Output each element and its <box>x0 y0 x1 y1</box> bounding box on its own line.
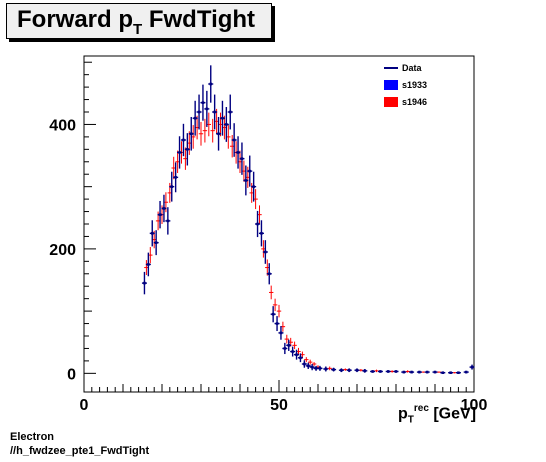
data-point-marker <box>449 371 452 375</box>
data-point-marker <box>470 365 474 369</box>
data-point-marker <box>182 138 185 142</box>
title-subscript: T <box>133 21 143 38</box>
data-point-marker <box>193 116 197 120</box>
data-point-marker <box>318 367 322 370</box>
x-axis-label-unit: [GeV] <box>428 405 477 423</box>
data-point-marker <box>410 370 413 374</box>
data-point-marker <box>394 370 398 373</box>
data-point-marker <box>174 176 177 179</box>
data-point-marker <box>248 169 252 173</box>
x-tick-label: 50 <box>270 397 288 414</box>
data-point-marker <box>260 232 263 235</box>
x-tick-label: 0 <box>80 397 89 414</box>
data-point-marker <box>252 185 255 188</box>
data-point-marker <box>347 368 351 372</box>
data-point-marker <box>275 322 279 325</box>
data-point-marker <box>371 370 374 373</box>
data-point-marker <box>236 151 240 154</box>
data-point-marker <box>363 369 367 373</box>
data-point-marker <box>162 207 166 210</box>
data-point-marker <box>340 368 343 372</box>
legend-label-s1946: s1946 <box>402 97 427 107</box>
chart-title: Forward pT FwdTight <box>17 6 256 38</box>
data-point-marker <box>303 362 306 366</box>
data-point-marker <box>166 219 170 223</box>
legend-label-s1933: s1933 <box>402 80 427 90</box>
x-axis-label-sub: T <box>407 414 414 426</box>
data-point-marker <box>209 82 213 86</box>
data-point-marker <box>170 185 174 188</box>
data-point-marker <box>244 179 248 182</box>
data-point-marker <box>291 350 294 353</box>
data-point-marker <box>232 138 236 142</box>
data-point-marker <box>213 110 216 114</box>
x-axis-label-p: p <box>398 405 408 423</box>
data-point-marker <box>402 370 406 374</box>
data-point-marker <box>154 241 158 244</box>
data-point-marker <box>150 232 154 235</box>
data-point-marker <box>147 263 150 266</box>
data-point-marker <box>386 370 390 373</box>
x-axis-label-sup: rec <box>413 403 429 414</box>
data-point-marker <box>178 151 181 154</box>
data-point-marker <box>201 101 205 104</box>
series-layer <box>141 65 475 375</box>
data-point-marker <box>295 353 298 356</box>
data-point-marker <box>217 132 220 136</box>
data-point-marker <box>433 370 437 374</box>
footer-category: Electron <box>10 431 55 443</box>
data-point-marker <box>197 110 201 114</box>
data-point-marker <box>418 370 421 374</box>
data-point-marker <box>299 356 302 360</box>
data-point-marker <box>205 107 209 111</box>
data-point-marker <box>332 368 335 371</box>
data-point-marker <box>225 123 228 126</box>
data-point-marker <box>310 365 314 369</box>
data-point-marker <box>264 250 267 254</box>
y-tick-label: 400 <box>49 117 76 134</box>
legend-label-data: Data <box>402 63 423 73</box>
data-point-marker <box>379 370 382 373</box>
data-point-marker <box>228 110 232 114</box>
data-point-marker <box>464 370 468 374</box>
title-main: Forward p <box>17 6 134 33</box>
data-point-marker <box>283 347 287 350</box>
series-data <box>141 65 475 375</box>
legend: Data s1933 s1946 <box>384 63 427 107</box>
legend-swatch-s1946 <box>384 97 398 107</box>
data-point-marker <box>314 367 318 370</box>
data-point-marker <box>457 371 460 375</box>
data-point-marker <box>271 312 275 316</box>
legend-swatch-s1933 <box>384 80 398 90</box>
x-axis-label: pTrec [GeV] <box>398 403 477 426</box>
y-tick-label: 200 <box>49 242 76 259</box>
footer-histogram-path: //h_fwdzee_pte1_FwdTight <box>10 445 150 457</box>
data-point-marker <box>324 367 328 371</box>
data-point-marker <box>425 370 429 374</box>
axes: 0 50 100 0 200 400 <box>49 61 488 414</box>
data-point-marker <box>221 116 224 120</box>
data-point-marker <box>287 344 291 347</box>
data-point-marker <box>279 331 283 335</box>
y-tick-label: 0 <box>67 366 76 383</box>
x-tick-label: 100 <box>461 397 488 414</box>
data-point-marker <box>267 272 271 276</box>
data-point-marker <box>189 132 193 136</box>
data-point-marker <box>186 148 189 151</box>
data-point-marker <box>143 281 146 285</box>
data-point-marker <box>441 371 445 375</box>
data-point-marker <box>158 213 162 216</box>
data-point-marker <box>256 222 259 226</box>
title-rest: FwdTight <box>142 6 256 33</box>
data-point-marker <box>306 364 310 368</box>
data-point-marker <box>240 157 244 160</box>
title-box: Forward pT FwdTight <box>6 3 272 39</box>
data-point-marker <box>355 368 359 372</box>
